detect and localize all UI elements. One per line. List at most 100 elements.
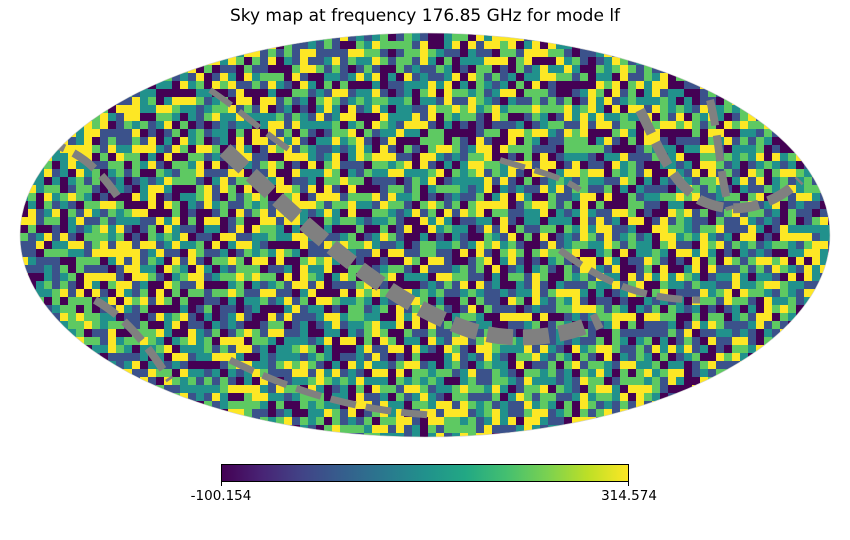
sky-pixel [340,329,349,338]
sky-pixel [92,217,101,226]
sky-pixel [380,361,389,370]
sky-pixel [364,377,373,386]
sky-pixel [364,425,373,434]
sky-pixel [148,249,157,258]
sky-pixel [348,281,357,290]
sky-pixel [324,113,333,122]
sky-pixel [740,281,749,290]
sky-pixel [84,193,93,202]
sky-pixel [524,353,533,362]
sky-pixel [52,249,61,258]
sky-pixel [180,233,189,242]
sky-pixel [380,313,389,322]
sky-pixel [212,145,221,154]
sky-pixel [132,369,141,378]
sky-pixel [500,353,509,362]
sky-pixel [340,73,349,82]
sky-pixel [324,393,333,402]
sky-pixel [596,385,605,394]
sky-pixel [676,241,685,250]
sky-pixel [108,169,117,178]
sky-pixel [300,297,309,306]
sky-pixel [340,161,349,170]
sky-pixel [452,65,461,74]
sky-pixel [452,73,461,82]
sky-pixel [188,153,197,162]
sky-pixel [556,257,565,266]
sky-pixel [508,81,517,90]
sky-pixel [124,105,133,114]
sky-pixel [540,57,549,66]
sky-pixel [324,89,333,98]
sky-pixel [604,281,613,290]
sky-pixel [124,121,133,130]
sky-pixel [700,369,709,378]
sky-pixel [452,377,461,386]
sky-pixel [220,201,229,210]
sky-pixel [612,65,621,74]
sky-pixel [116,185,125,194]
sky-pixel [36,313,45,322]
sky-pixel [636,305,645,314]
colorbar-min-label: -100.154 [190,488,252,504]
sky-pixel [236,89,245,98]
sky-pixel [172,153,181,162]
sky-pixel [164,121,173,130]
sky-pixel [364,89,373,98]
sky-pixel [436,185,445,194]
sky-pixel [196,177,205,186]
sky-pixel [676,337,685,346]
sky-pixel [172,65,181,74]
sky-pixel [636,321,645,330]
sky-pixel [492,209,501,218]
sky-pixel [324,377,333,386]
sky-pixel [628,369,637,378]
sky-pixel [612,273,621,282]
sky-pixel [276,393,285,402]
sky-pixel [28,169,37,178]
sky-pixel [604,233,613,242]
sky-pixel [652,249,661,258]
sky-pixel [212,177,221,186]
sky-pixel [340,105,349,114]
sky-pixel [724,305,733,314]
sky-pixel [500,385,509,394]
sky-pixel [244,137,253,146]
sky-pixel [20,185,29,194]
chart-title: Sky map at frequency 176.85 GHz for mode… [229,6,621,26]
sky-pixel [524,57,533,66]
sky-pixel [652,161,661,170]
sky-pixel [780,153,789,162]
sky-pixel [404,193,413,202]
sky-pixel [420,97,429,106]
sky-pixel [588,113,597,122]
sky-pixel [444,257,453,266]
sky-pixel [404,281,413,290]
sky-pixel [636,177,645,186]
sky-pixel [532,313,541,322]
sky-pixel [52,137,61,146]
sky-pixel [588,345,597,354]
sky-pixel [52,161,61,170]
sky-pixel [516,273,525,282]
sky-pixel [828,265,830,274]
sky-pixel [516,369,525,378]
sky-pixel [220,305,229,314]
sky-pixel [684,105,693,114]
sky-pixel [660,305,669,314]
sky-pixel [580,337,589,346]
sky-pixel [492,393,501,402]
sky-pixel [692,305,701,314]
sky-pixel [548,185,557,194]
sky-pixel [604,337,613,346]
sky-pixel [492,177,501,186]
sky-pixel [276,361,285,370]
sky-pixel [124,257,133,266]
sky-pixel [204,369,213,378]
sky-pixel [268,313,277,322]
sky-pixel [596,241,605,250]
sky-pixel [380,145,389,154]
sky-pixel [620,233,629,242]
sky-pixel [636,89,645,98]
sky-pixel [204,225,213,234]
